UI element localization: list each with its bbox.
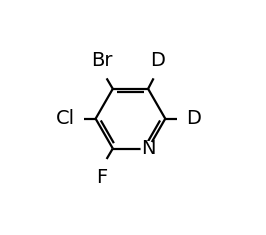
Text: D: D	[186, 109, 201, 128]
Text: Cl: Cl	[56, 109, 75, 128]
Text: N: N	[141, 139, 155, 158]
Circle shape	[141, 142, 155, 155]
Text: F: F	[96, 168, 107, 187]
Text: D: D	[151, 51, 165, 70]
Text: Br: Br	[91, 51, 112, 70]
